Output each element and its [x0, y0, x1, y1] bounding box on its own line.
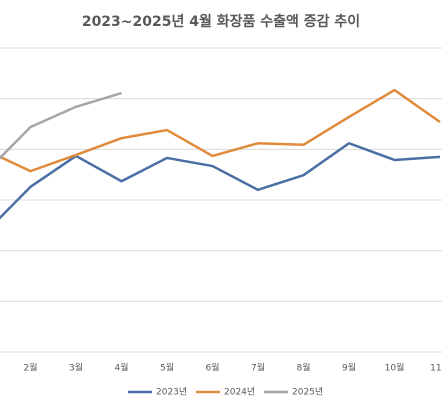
x-tick-label: 6월	[205, 362, 219, 374]
x-tick-label: 5월	[160, 362, 174, 374]
legend-label: 2025년	[292, 387, 323, 398]
series-line	[0, 142, 441, 220]
legend-label: 2024년	[224, 387, 255, 398]
x-tick-label: 10월	[385, 362, 405, 374]
x-tick-label: 8월	[296, 362, 310, 374]
x-tick-label: 9월	[342, 362, 356, 374]
legend-label: 2023년	[156, 387, 187, 398]
x-tick-label: 4월	[114, 362, 128, 374]
x-tick-label: 7월	[251, 362, 265, 374]
series-line	[0, 88, 441, 173]
series-line	[0, 91, 122, 160]
x-tick-label: 2월	[23, 362, 37, 374]
chart-title: 2023~2025년 4월 화장품 수출액 증감 추이	[82, 13, 360, 30]
x-tick-label: 3월	[69, 362, 83, 374]
x-tick-label: 11월	[430, 362, 442, 374]
